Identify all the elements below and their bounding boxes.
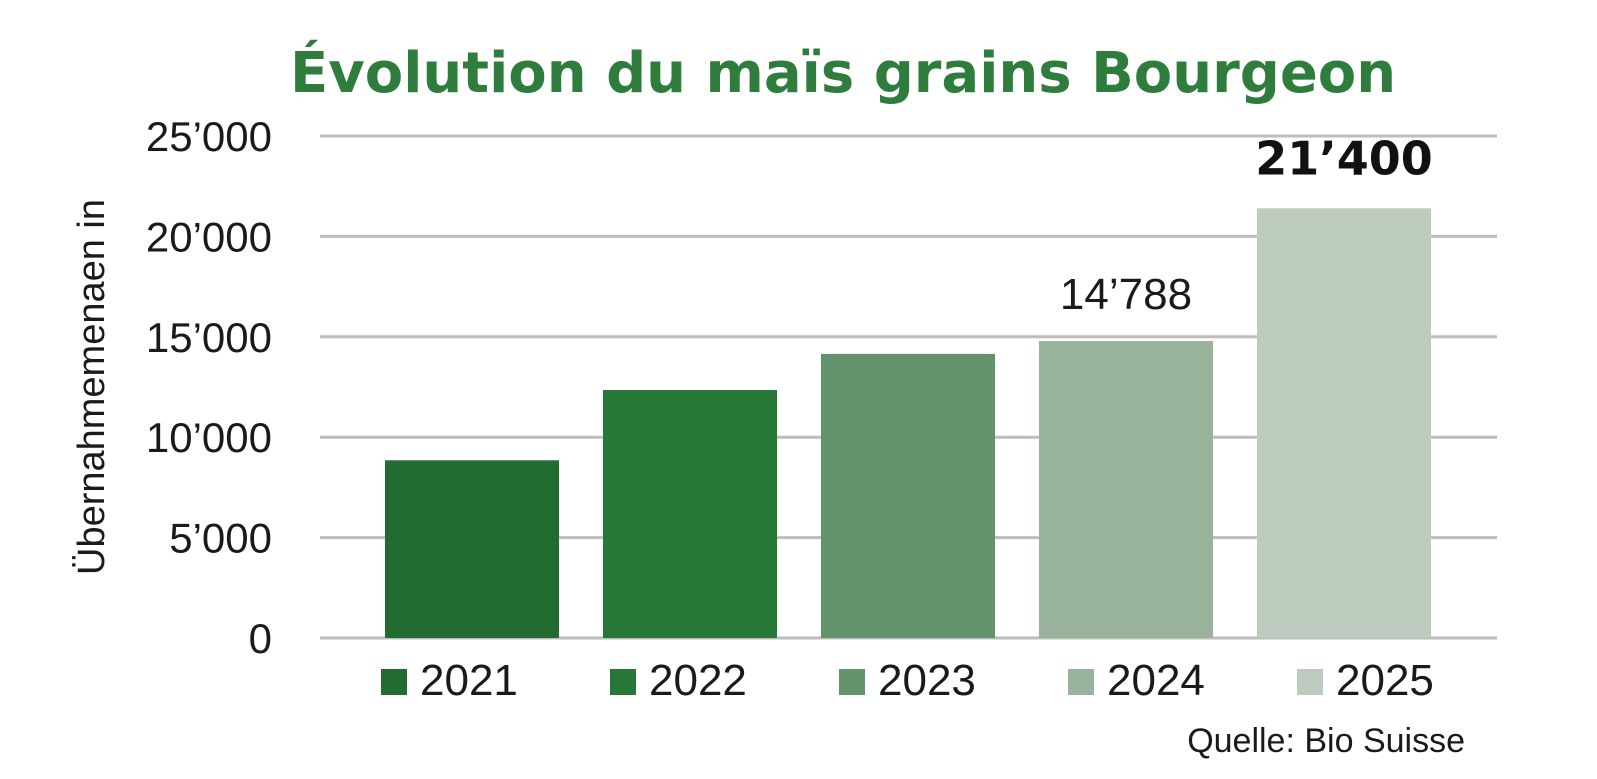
y-tick-label: 15’000	[146, 314, 272, 361]
y-axis-label: Übernahmemenaen in	[71, 199, 113, 575]
y-axis-ticks: 0 5’000 10’000 15’000 20’000 25’000	[146, 113, 272, 662]
legend-label-2025: 2025	[1336, 656, 1434, 705]
legend-label-2023: 2023	[878, 656, 976, 705]
data-label-2024: 14’788	[1060, 270, 1192, 319]
source-note: Quelle: Bio Suisse	[1187, 722, 1465, 760]
y-tick-label: 0	[249, 615, 272, 662]
chart-title: Évolution du maïs grains Bourgeon	[290, 40, 1396, 106]
bar-2025	[1257, 208, 1431, 638]
legend-swatch-2023	[839, 669, 865, 695]
y-tick-label: 10’000	[146, 414, 272, 461]
data-labels: 14’788 21’400	[1060, 131, 1433, 319]
bar-2023	[821, 353, 995, 638]
legend-swatch-2022	[610, 669, 636, 695]
bars	[385, 208, 1431, 638]
legend: 2021 2022 2023 2024 2025	[381, 656, 1434, 705]
data-label-2025: 21’400	[1255, 131, 1433, 185]
y-tick-label: 5’000	[169, 515, 272, 562]
legend-swatch-2025	[1297, 669, 1323, 695]
legend-swatch-2024	[1068, 669, 1094, 695]
bar-2022	[603, 390, 777, 638]
legend-label-2022: 2022	[649, 656, 747, 705]
legend-swatch-2021	[381, 669, 407, 695]
bar-2021	[385, 460, 559, 638]
bar-2024	[1039, 341, 1213, 638]
y-tick-label: 25’000	[146, 113, 272, 160]
y-tick-label: 20’000	[146, 213, 272, 260]
legend-label-2024: 2024	[1107, 656, 1205, 705]
legend-label-2021: 2021	[420, 656, 518, 705]
